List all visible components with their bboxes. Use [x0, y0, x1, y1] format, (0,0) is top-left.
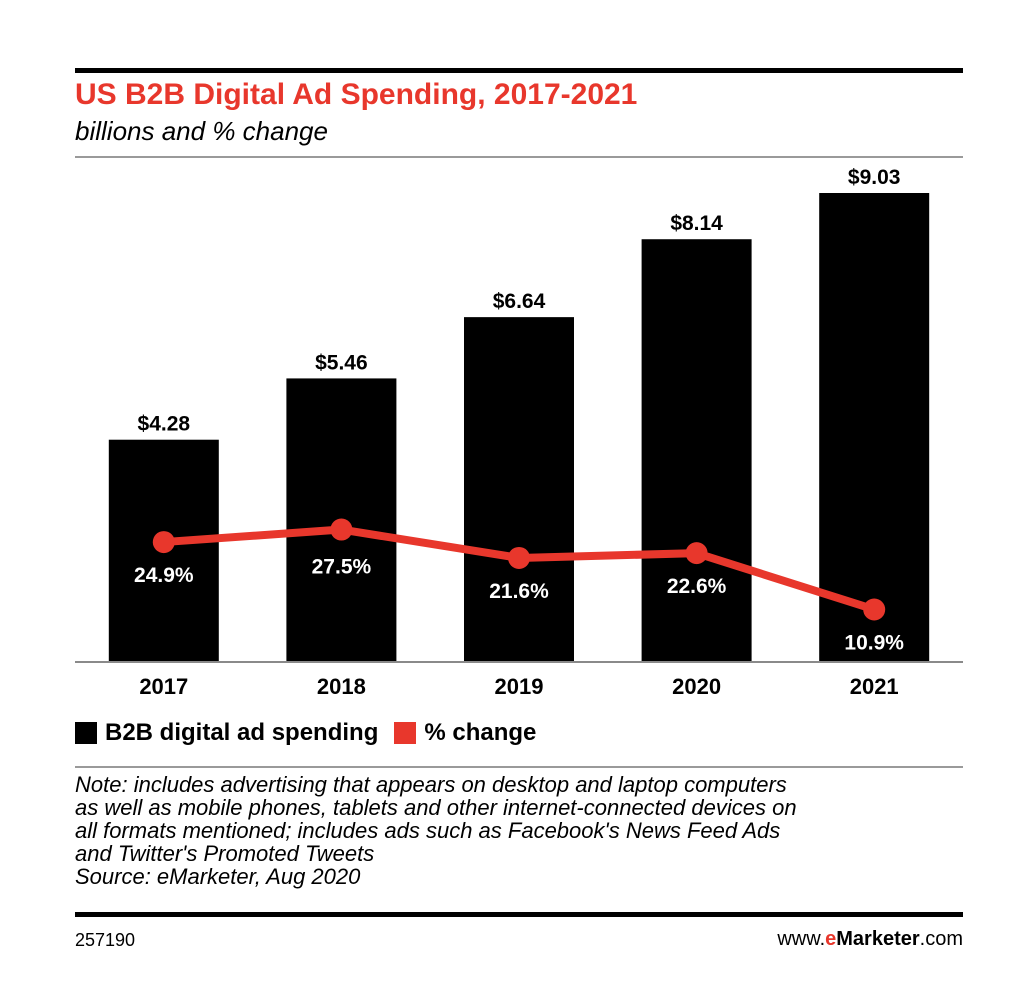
- chart-id: 257190: [75, 930, 136, 950]
- legend-item-spending: B2B digital ad spending: [75, 719, 378, 747]
- line-point: [508, 546, 530, 569]
- legend-label-change: % change: [424, 719, 537, 746]
- bar-value-label: $8.14: [670, 212, 723, 235]
- x-tick-label: 2020: [672, 674, 721, 699]
- note-rule: [75, 766, 963, 768]
- x-tick-label: 2021: [850, 674, 899, 699]
- bar: [819, 193, 930, 662]
- bar-line-chart: $4.28 2017 $5.46 2018 $6.64 2019 $8.14 2020 $9.0…: [75, 166, 963, 699]
- x-tick-label: 2018: [317, 674, 366, 699]
- note-line: as well as mobile phones, tablets and ot…: [75, 795, 797, 820]
- legend: B2B digital ad spending % change: [75, 716, 552, 750]
- bar: [641, 239, 752, 663]
- line-value-label: 22.6%: [667, 575, 727, 598]
- line-point: [863, 598, 886, 621]
- bar-value-label: $6.64: [493, 290, 546, 313]
- note-line: Note: includes advertising that appears …: [75, 772, 787, 797]
- x-tick-label: 2019: [495, 674, 544, 699]
- legend-swatch-change: [394, 722, 417, 744]
- brand-accent: e: [825, 928, 837, 950]
- bar: [464, 317, 574, 662]
- brand-prefix: www.: [777, 928, 826, 950]
- note-line: and Twitter's Promoted Tweets: [75, 841, 375, 866]
- legend-label-spending: B2B digital ad spending: [105, 719, 379, 746]
- x-tick-label: 2017: [139, 674, 188, 699]
- legend-item-change: % change: [394, 719, 536, 747]
- chart-title: US B2B Digital Ad Spending, 2017-2021: [75, 78, 638, 111]
- title-rule: [75, 156, 963, 158]
- brand-suffix: .com: [919, 928, 963, 950]
- bottom-rule: [75, 912, 963, 917]
- line-value-label: 24.9%: [134, 564, 194, 587]
- line-point: [330, 518, 353, 541]
- footnote: Note: includes advertising that appears …: [75, 773, 965, 888]
- line-point: [152, 531, 175, 554]
- source-line: Source: eMarketer, Aug 2020: [75, 864, 361, 889]
- brand-url[interactable]: www. e Marketer .com: [777, 928, 963, 951]
- note-line: all formats mentioned; includes ads such…: [75, 818, 781, 843]
- line-value-label: 10.9%: [844, 631, 904, 654]
- legend-swatch-spending: [75, 722, 97, 744]
- bar-value-label: $5.46: [315, 351, 368, 374]
- brand-name: Marketer: [836, 928, 920, 950]
- line-point: [685, 542, 708, 565]
- bar-value-label: $9.03: [848, 166, 901, 189]
- bar-value-label: $4.28: [138, 413, 191, 436]
- chart-subtitle: billions and % change: [75, 116, 328, 146]
- top-rule: [75, 68, 963, 73]
- line-value-label: 21.6%: [489, 580, 549, 603]
- line-value-label: 27.5%: [312, 556, 372, 579]
